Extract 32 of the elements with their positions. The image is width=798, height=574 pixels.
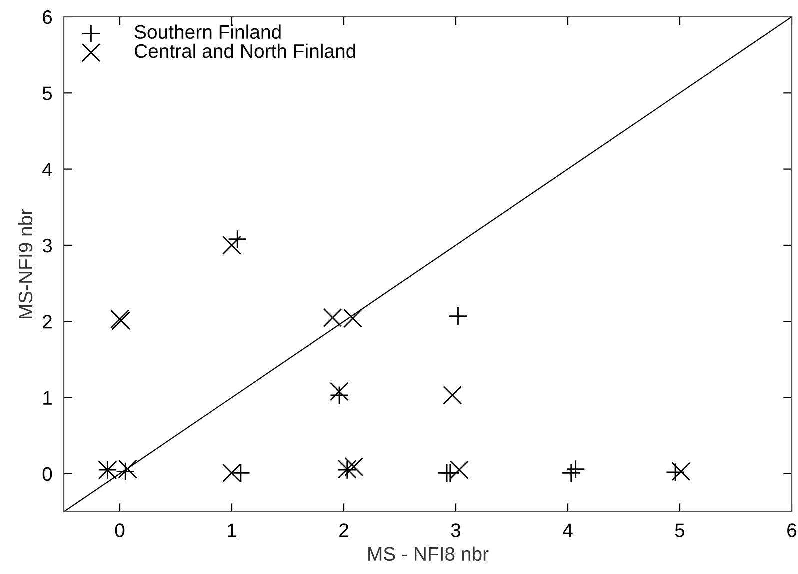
y-tick-label: 2 <box>43 315 52 329</box>
point <box>330 382 349 402</box>
point <box>566 460 586 479</box>
point <box>672 462 691 482</box>
x-tick-label: 2 <box>340 524 348 538</box>
x-tick-label: 3 <box>451 524 461 538</box>
point <box>448 306 468 326</box>
point <box>222 464 242 483</box>
legend-label: Southern Finland <box>134 24 281 40</box>
x-axis-title: MS - NFI8 nbr <box>368 546 489 562</box>
y-tick-label: 1 <box>44 391 52 405</box>
y-tick-label: 3 <box>42 238 52 253</box>
point <box>231 464 250 483</box>
point <box>330 386 349 405</box>
y-tick-label: 4 <box>42 162 52 176</box>
x-tick-label: 1 <box>228 524 236 538</box>
point <box>222 236 242 255</box>
point <box>443 386 462 405</box>
y-tick-label: 5 <box>42 86 52 100</box>
legend-label: Central and North Finland <box>134 44 356 58</box>
y-axis-title: MS-NFI9 nbr <box>18 209 33 319</box>
point <box>450 460 469 480</box>
point <box>666 462 685 482</box>
y-tick-label: 6 <box>43 10 52 24</box>
x-tick-label: 5 <box>675 524 685 538</box>
x-tick-label: 6 <box>788 524 797 538</box>
x-tick-label: 4 <box>563 524 573 538</box>
x-tick-label: 0 <box>115 524 125 538</box>
y-tick-label: 0 <box>42 467 52 482</box>
point <box>344 458 364 477</box>
point <box>228 230 248 249</box>
point <box>562 464 581 483</box>
